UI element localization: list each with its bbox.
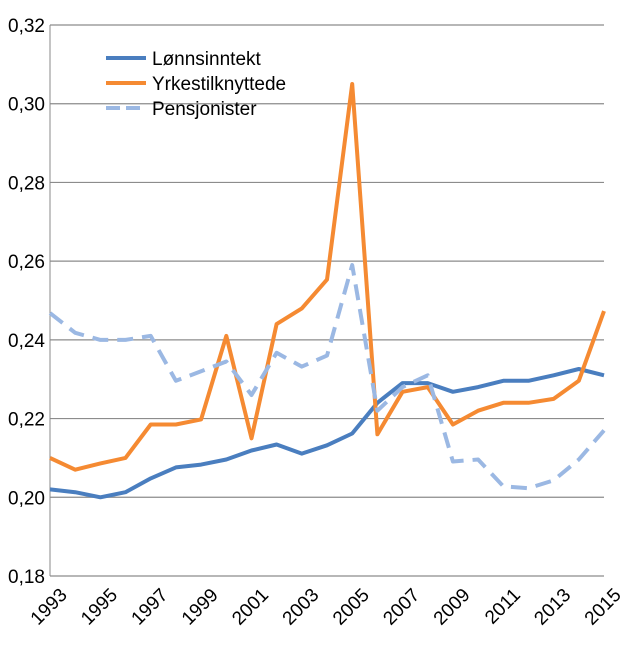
series-line-2 <box>50 265 604 488</box>
legend-label: Yrkestilknyttede <box>152 74 286 95</box>
series-lines <box>50 84 604 497</box>
legend: Lønnsinntekt Yrkestilknyttede Pensjonister <box>106 49 286 120</box>
legend-label: Lønnsinntekt <box>152 49 262 70</box>
x-tick-label: 2005 <box>329 585 374 630</box>
x-tick-label: 2013 <box>531 585 576 630</box>
x-tick-label: 1995 <box>77 585 122 630</box>
y-axis-tick-labels: 0,18 0,20 0,22 0,24 0,26 0,28 0,30 0,32 <box>8 16 45 588</box>
x-tick-label: 2009 <box>430 585 475 630</box>
x-tick-label: 1999 <box>178 585 223 630</box>
x-tick-label: 2003 <box>279 585 324 630</box>
y-tick-label: 0,32 <box>8 16 45 37</box>
y-tick-label: 0,28 <box>8 173 45 194</box>
y-tick-label: 0,18 <box>8 567 45 588</box>
x-tick-label: 2015 <box>581 585 620 630</box>
legend-label: Pensjonister <box>152 99 257 120</box>
y-tick-label: 0,20 <box>8 488 45 509</box>
y-tick-label: 0,26 <box>8 252 45 273</box>
x-tick-label: 2001 <box>228 585 273 630</box>
y-tick-label: 0,22 <box>8 410 45 431</box>
x-tick-label: 1997 <box>128 585 173 630</box>
x-tick-label: 1993 <box>27 585 72 630</box>
x-tick-label: 2011 <box>481 585 525 629</box>
series-line-0 <box>50 369 604 497</box>
y-tick-label: 0,30 <box>8 95 45 116</box>
y-tick-label: 0,24 <box>8 331 45 352</box>
series-line-1 <box>50 84 604 470</box>
x-tick-label: 2007 <box>379 585 424 630</box>
